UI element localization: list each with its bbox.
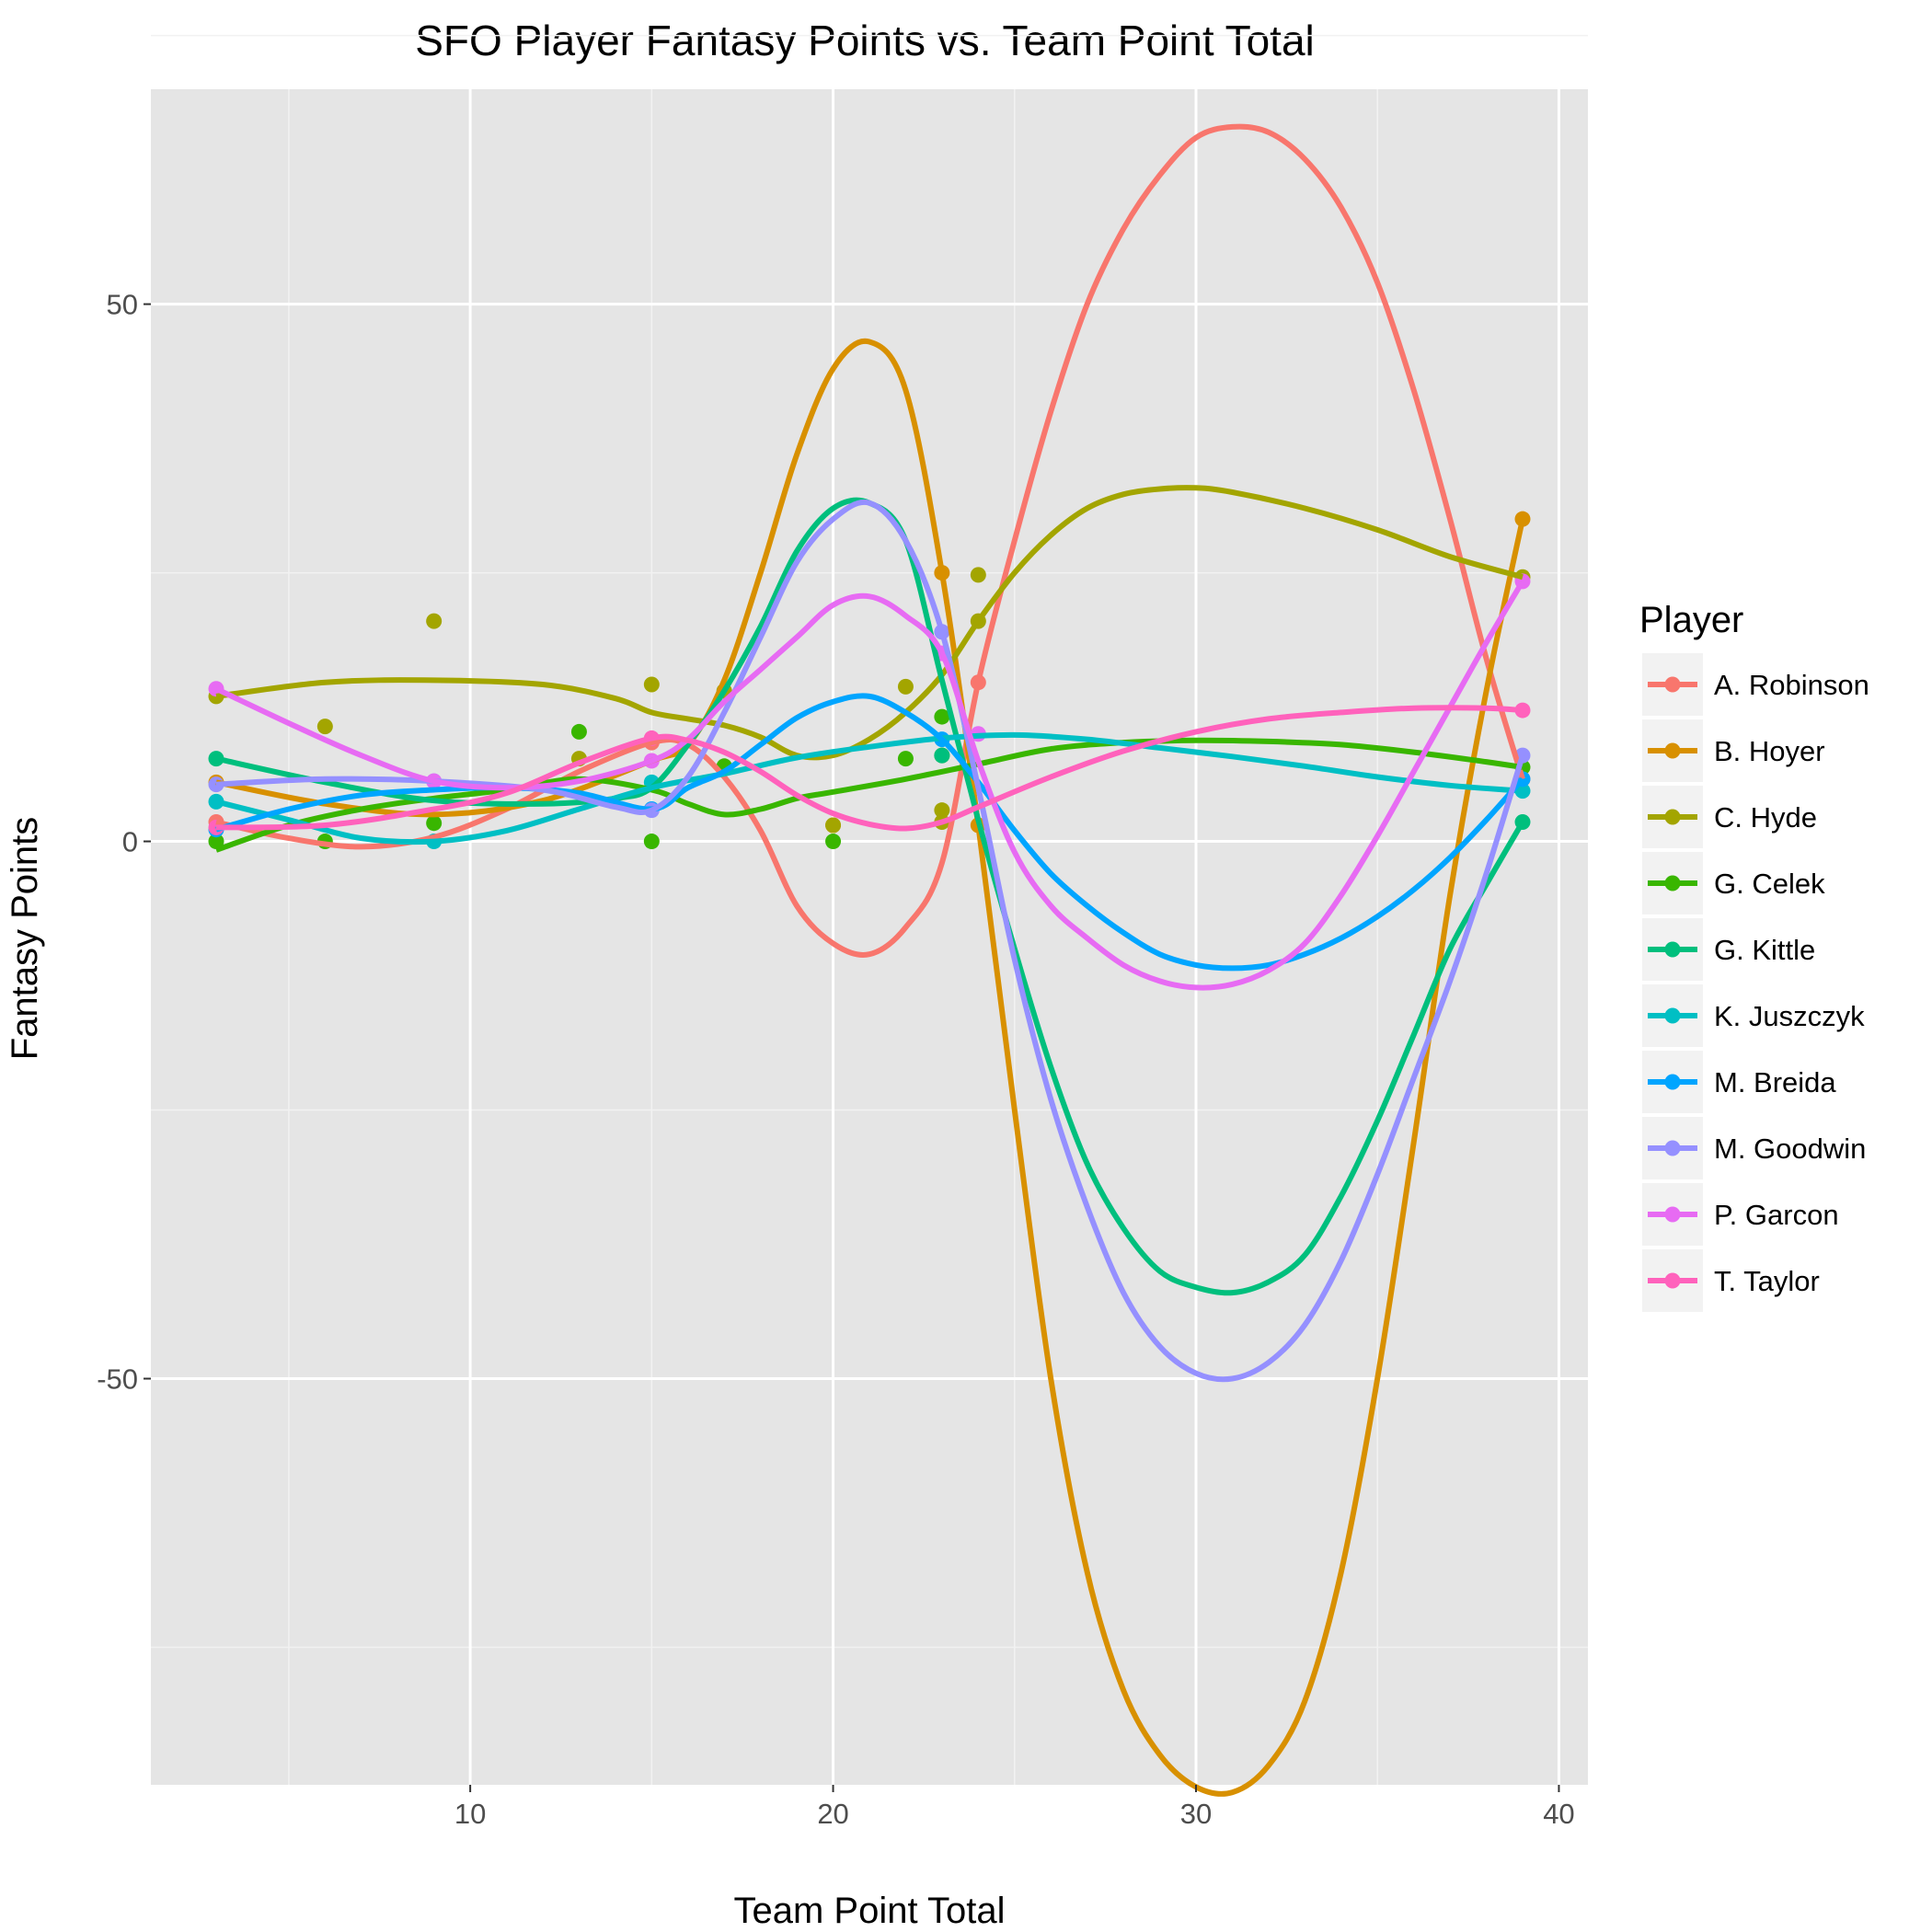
chart-title: SFO Player Fantasy Points vs. Team Point… — [415, 17, 1315, 64]
legend-key-point — [1664, 1007, 1681, 1024]
data-point-c-hyde — [897, 678, 914, 695]
data-point-c-hyde — [934, 802, 950, 819]
legend-label: A. Robinson — [1714, 669, 1869, 701]
series-line-t-taylor — [215, 705, 1524, 832]
series-line-k-juszczyk — [215, 731, 1524, 845]
x-axis: 10 20 30 40 — [454, 1785, 1575, 1830]
legend-key-point — [1664, 1074, 1681, 1090]
major-gridlines — [151, 89, 1588, 1785]
series-line-g-celek — [215, 737, 1524, 853]
series-line-a-robinson — [215, 123, 1525, 958]
data-point-c-hyde — [426, 613, 443, 629]
series-line-p-garcon — [214, 580, 1525, 991]
y-tick-label: 50 — [107, 289, 138, 321]
legend-title: Player — [1639, 600, 1743, 640]
legend-item-g-celek: G. Celek — [1642, 852, 1825, 914]
x-tick-label: 10 — [454, 1798, 486, 1830]
legend-label: B. Hoyer — [1714, 735, 1825, 767]
data-point-g-celek — [897, 751, 914, 767]
y-axis: 50 0 -50 — [97, 289, 151, 1396]
data-point-g-celek — [825, 834, 842, 850]
legend-key-point — [1664, 809, 1681, 825]
legend-key-point — [1664, 742, 1681, 759]
x-tick-label: 20 — [817, 1798, 848, 1830]
legend-item-m-goodwin: M. Goodwin — [1642, 1117, 1866, 1179]
legend-label: M. Goodwin — [1714, 1133, 1866, 1165]
series-line-g-kittle — [215, 497, 1525, 1296]
legend-items: A. Robinson B. Hoyer C. Hyde G. Celek G. Kit… — [1642, 653, 1869, 1312]
legend-label: C. Hyde — [1714, 801, 1817, 834]
legend-label: T. Taylor — [1714, 1265, 1820, 1297]
legend-item-t-taylor: T. Taylor — [1642, 1249, 1820, 1312]
x-axis-title: Team Point Total — [734, 1891, 1006, 1931]
y-axis-title: Fantasy Points — [5, 817, 45, 1061]
series-line-c-hyde — [215, 485, 1524, 761]
data-point-g-celek — [934, 708, 950, 725]
series-curves — [214, 123, 1525, 1797]
legend-item-k-juszczyk: K. Juszczyk — [1642, 984, 1865, 1047]
legend-key-point — [1664, 1140, 1681, 1156]
data-point-g-celek — [426, 815, 443, 832]
legend-key-point — [1664, 941, 1681, 958]
legend-label: K. Juszczyk — [1714, 1000, 1865, 1032]
minor-gridlines — [151, 34, 1588, 1785]
legend-key-point — [1664, 875, 1681, 891]
data-point-c-hyde — [825, 817, 842, 834]
legend-key-point — [1664, 1206, 1681, 1223]
legend-label: P. Garcon — [1714, 1199, 1839, 1231]
legend-item-p-garcon: P. Garcon — [1642, 1183, 1839, 1246]
data-point-c-hyde — [316, 719, 333, 735]
data-point-g-celek — [570, 723, 587, 740]
data-point-g-celek — [643, 834, 660, 850]
data-point-g-celek — [208, 834, 224, 850]
legend-item-c-hyde: C. Hyde — [1642, 786, 1817, 848]
series-line-m-goodwin — [215, 499, 1525, 1383]
x-tick-label: 40 — [1543, 1798, 1574, 1830]
y-tick-label: -50 — [97, 1363, 138, 1396]
legend-label: G. Celek — [1714, 868, 1825, 900]
legend-label: G. Kittle — [1714, 934, 1815, 966]
legend-label: M. Breida — [1714, 1066, 1836, 1098]
legend-key-point — [1664, 1272, 1681, 1289]
x-tick-label: 30 — [1180, 1798, 1212, 1830]
legend: Player A. Robinson B. Hoyer C. Hyde G. Cele… — [1639, 600, 1869, 1312]
legend-item-b-hoyer: B. Hoyer — [1642, 719, 1825, 782]
data-point-g-kittle — [934, 747, 950, 764]
legend-item-g-kittle: G. Kittle — [1642, 918, 1815, 981]
legend-item-a-robinson: A. Robinson — [1642, 653, 1869, 716]
data-point-c-hyde — [643, 676, 660, 693]
data-point-c-hyde — [970, 567, 986, 583]
y-tick-label: 0 — [122, 826, 138, 858]
legend-item-m-breida: M. Breida — [1642, 1051, 1836, 1113]
data-point-b-hoyer — [1514, 511, 1531, 527]
legend-key-point — [1664, 676, 1681, 693]
